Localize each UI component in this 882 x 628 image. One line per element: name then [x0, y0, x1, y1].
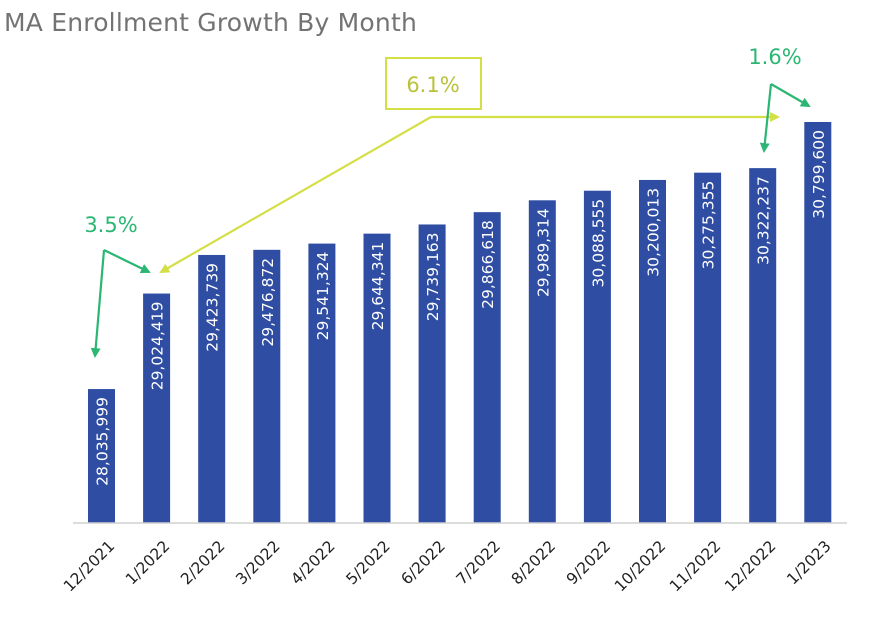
growth-label-3-5: 3.5% — [84, 213, 137, 237]
x-tick-label: 12/2022 — [721, 537, 779, 595]
value-label: 30,275,355 — [700, 181, 718, 270]
bar-10/2022 — [639, 179, 666, 523]
x-tick-label: 4/2022 — [287, 537, 338, 588]
x-tick-label: 5/2022 — [343, 537, 394, 588]
x-tick-label: 1/2023 — [783, 537, 834, 588]
growth-arrow-left — [90, 249, 106, 358]
x-tick-label: 7/2022 — [453, 537, 504, 588]
chart-title: MA Enrollment Growth By Month — [4, 8, 417, 37]
growth-arrow-right — [103, 249, 151, 273]
bar-5/2022 — [363, 233, 391, 523]
growth-box-6-1 — [385, 57, 482, 110]
bar-3/2022 — [253, 249, 281, 523]
value-label: 30,799,600 — [810, 130, 828, 219]
x-tick-label: 10/2022 — [611, 537, 669, 595]
value-label: 29,024,419 — [149, 302, 167, 391]
growth-arrow-right — [770, 83, 811, 107]
value-label: 29,739,163 — [424, 232, 442, 321]
x-tick-label: 9/2022 — [563, 537, 614, 588]
value-label: 29,866,618 — [479, 220, 497, 309]
value-label: 29,423,739 — [204, 263, 222, 352]
value-label: 30,088,555 — [589, 199, 607, 288]
bar-4/2022 — [308, 243, 336, 523]
bar-9/2022 — [583, 190, 611, 524]
x-tick-label: 8/2022 — [508, 537, 559, 588]
value-label: 28,035,999 — [94, 397, 112, 486]
x-tick-label: 1/2022 — [122, 537, 173, 588]
bar-2/2022 — [198, 254, 226, 523]
bar-12/2021 — [88, 389, 115, 523]
growth-label-1-6: 1.6% — [748, 45, 801, 69]
bar-6/2022 — [418, 224, 446, 523]
growth-arrow-left — [159, 116, 432, 273]
bar-12/2022 — [749, 168, 777, 523]
x-tick-label: 2/2022 — [177, 537, 228, 588]
growth-arrow-left — [759, 83, 773, 153]
growth-label-6-1: 6.1% — [406, 73, 459, 97]
bar-1/2022 — [143, 293, 171, 523]
bar-1/2023 — [804, 122, 832, 523]
value-label: 29,541,324 — [314, 252, 332, 341]
bar-8/2022 — [528, 200, 556, 523]
bar-7/2022 — [473, 212, 501, 523]
value-label: 29,644,341 — [369, 242, 387, 331]
x-tick-label: 11/2022 — [666, 537, 724, 595]
value-label: 30,200,013 — [645, 188, 663, 277]
x-tick-label: 3/2022 — [232, 537, 283, 588]
value-label: 29,989,314 — [534, 208, 552, 297]
bar-11/2022 — [694, 172, 722, 524]
x-tick-label: 12/2021 — [60, 537, 118, 595]
value-label: 29,476,872 — [259, 258, 277, 347]
x-tick-label: 6/2022 — [398, 537, 449, 588]
value-label: 30,322,237 — [755, 176, 773, 265]
